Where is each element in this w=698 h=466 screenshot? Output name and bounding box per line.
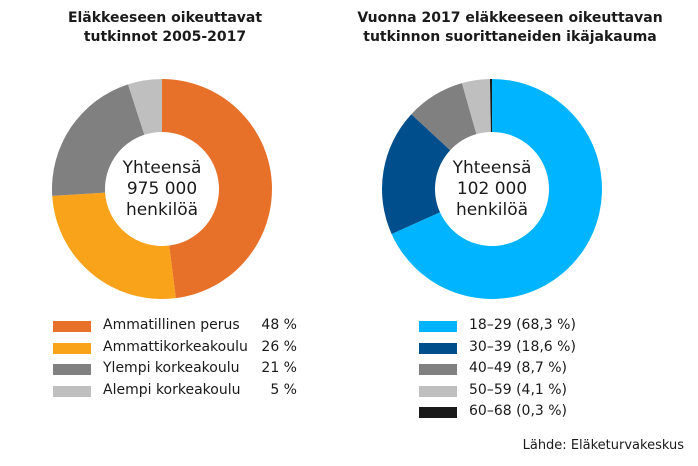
legend-right: 18–29 (68,3 %) 30–39 (18,6 %) 40–49 (8,7… xyxy=(419,317,619,425)
legend-left: Ammatillinen perus 48 % Ammattikorkeakou… xyxy=(53,317,297,403)
legend-swatch xyxy=(419,364,457,375)
legend-swatch xyxy=(53,342,91,354)
donut-slice xyxy=(52,192,176,300)
legend-item: 18–29 (68,3 %) xyxy=(419,317,619,339)
legend-label: Ylempi korkeakoulu xyxy=(103,360,240,376)
legend-swatch xyxy=(53,321,91,332)
legend-item: 40–49 (8,7 %) xyxy=(419,360,619,382)
legend-label: Ammatillinen perus xyxy=(103,317,240,333)
chart-title-right: Vuonna 2017 eläkkeeseen oikeuttavan tutk… xyxy=(357,10,663,45)
donut-slice xyxy=(461,79,491,135)
legend-swatch xyxy=(419,385,457,397)
legend-value: 26 % xyxy=(261,338,297,355)
legend-label: 60–68 (0,3 %) xyxy=(469,403,568,419)
source-note: Lähde: Eläketurvakeskus xyxy=(522,438,684,453)
legend-label: 40–49 (8,7 %) xyxy=(469,360,568,376)
chart-title-left: Eläkkeeseen oikeuttavat tutkinnot 2005-2… xyxy=(67,10,263,45)
center-label-left: Yhteensä 975 000 henkilöä xyxy=(122,158,202,220)
legend-swatch xyxy=(53,385,91,397)
legend-label: 18–29 (68,3 %) xyxy=(469,317,576,333)
legend-swatch xyxy=(419,342,457,354)
legend-label: 50–59 (4,1 %) xyxy=(469,381,568,398)
donut-slice xyxy=(489,79,492,133)
center-label-right: Yhteensä 102 000 henkilöä xyxy=(452,158,532,220)
legend-swatch xyxy=(53,364,91,375)
legend-item: 50–59 (4,1 %) xyxy=(419,382,619,404)
legend-item: Alempi korkeakoulu 5 % xyxy=(53,382,297,404)
legend-item: 60–68 (0,3 %) xyxy=(419,403,619,425)
legend-item: 30–39 (18,6 %) xyxy=(419,339,619,361)
donut-slice xyxy=(52,84,145,196)
donut-slice xyxy=(381,114,451,234)
legend-item: Ammatillinen perus 48 % xyxy=(53,317,297,339)
donut-slice xyxy=(411,83,477,151)
legend-label: Ammattikorkeakoulu xyxy=(103,338,248,355)
donut-chart-left xyxy=(52,79,273,300)
legend-value: 48 % xyxy=(261,317,297,333)
legend-label: Alempi korkeakoulu xyxy=(103,381,241,398)
legend-label: 30–39 (18,6 %) xyxy=(469,338,576,355)
legend-value: 5 % xyxy=(270,381,297,398)
legend-value: 21 % xyxy=(261,360,297,376)
donut-slice xyxy=(128,79,162,135)
legend-swatch xyxy=(419,321,457,332)
legend-item: Ylempi korkeakoulu 21 % xyxy=(53,360,297,382)
legend-swatch xyxy=(419,407,457,418)
legend-item: Ammattikorkeakoulu 26 % xyxy=(53,339,297,361)
donut-slice xyxy=(162,79,273,299)
donut-chart-right xyxy=(381,79,602,300)
donut-slice xyxy=(391,79,602,300)
